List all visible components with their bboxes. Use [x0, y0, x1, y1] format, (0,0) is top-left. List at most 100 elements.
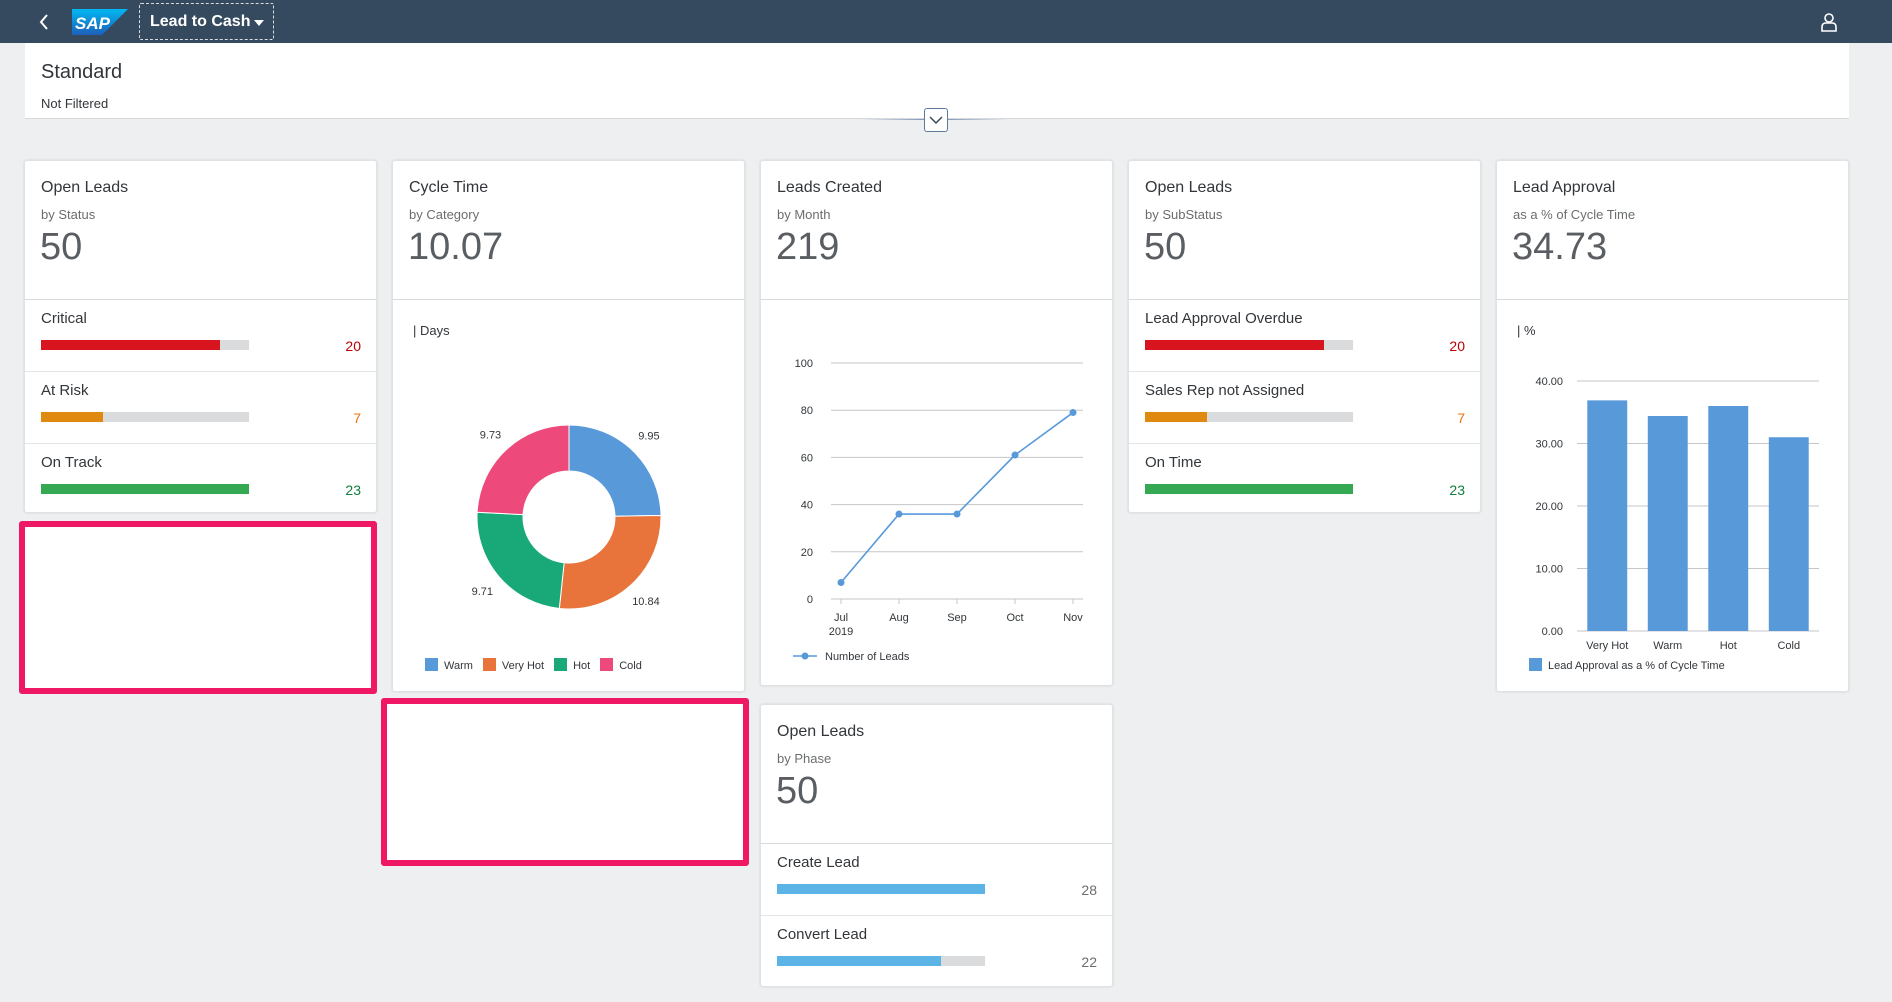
x-tick-label: Sep [947, 612, 967, 624]
x-tick-label: Aug [889, 612, 909, 624]
progress-track [777, 956, 985, 966]
card-title: Cycle Time [409, 179, 489, 196]
highlighted-empty-card[interactable] [19, 521, 377, 694]
card-divider [1497, 299, 1848, 300]
card-title: Open Leads [41, 179, 129, 196]
data-point [895, 510, 903, 518]
data-point [1069, 409, 1077, 417]
row-value: 23 [345, 482, 361, 498]
chart-unit: | Days [413, 323, 450, 338]
progress-fill [777, 884, 985, 894]
card-open-leads-substatus[interactable]: Open Leads by SubStatus 50 Lead Approval… [1128, 160, 1481, 513]
legend-label: Warm [444, 660, 473, 672]
progress-track [777, 884, 985, 894]
row-value: 22 [1081, 954, 1097, 970]
user-button[interactable] [1819, 12, 1839, 32]
shell-bar: SAP Lead to Cash [0, 0, 1892, 43]
legend-label: Number of Leads [825, 651, 910, 663]
filter-status: Not Filtered [41, 96, 109, 111]
progress-fill [41, 484, 249, 494]
card-subtitle: by Status [41, 207, 96, 222]
x-tick-label: Nov [1063, 612, 1083, 624]
bar-chart: 0.00 10.00 20.00 30.00 40.00 Very Hot Warm Hot C… [1535, 376, 1819, 652]
data-point [953, 510, 961, 518]
progress-fill [41, 412, 104, 422]
row-value: 28 [1081, 882, 1097, 898]
card-subtitle: by SubStatus [1145, 207, 1223, 222]
card-lead-approval[interactable]: Lead Approval as a % of Cycle Time 34.73… [1496, 160, 1849, 692]
card-title: Open Leads [1145, 179, 1233, 196]
legend-item[interactable]: Very Hot [482, 658, 544, 672]
chart-unit: | % [1517, 323, 1536, 338]
progress-fill [1145, 484, 1353, 494]
legend-label: Hot [573, 660, 591, 672]
highlighted-empty-card[interactable] [381, 698, 749, 866]
x-tick-label: Warm [1653, 640, 1682, 652]
progress-track [41, 484, 249, 494]
app-title: Lead to Cash [150, 13, 251, 30]
variant-title[interactable]: Standard [41, 61, 123, 83]
card-cycle-time[interactable]: Cycle Time by Category 10.07 | Days 9.95… [392, 160, 745, 692]
card-open-leads-status[interactable]: Open Leads by Status 50 Critical 20 At R… [24, 160, 377, 513]
data-label: 9.73 [480, 429, 501, 441]
row-label: Sales Rep not Assigned [1145, 382, 1305, 399]
data-label: 9.95 [638, 431, 659, 443]
back-icon [39, 14, 48, 30]
y-tick-label: 40 [801, 500, 813, 512]
back-button[interactable] [30, 6, 62, 36]
x-tick-label: Jul [834, 612, 848, 624]
legend-item[interactable]: Hot [554, 658, 590, 672]
card-kpi: 10.07 [408, 226, 504, 268]
list-item[interactable]: On Track 23 [25, 444, 376, 512]
legend-label: Lead Approval as a % of Cycle Time [1548, 660, 1725, 672]
row-label: Lead Approval Overdue [1145, 310, 1303, 327]
row-value: 23 [1449, 482, 1465, 498]
bar [1647, 416, 1688, 631]
card-kpi: 219 [776, 226, 840, 268]
donut-slice [476, 511, 565, 610]
row-value: 7 [1457, 410, 1465, 426]
list-item[interactable]: Critical 20 [25, 300, 376, 372]
list-item[interactable]: Convert Lead 22 [761, 916, 1112, 986]
bar [1708, 406, 1749, 631]
legend-item[interactable]: Lead Approval as a % of Cycle Time [1529, 658, 1725, 672]
progress-fill [777, 956, 942, 966]
chart-legend: Lead Approval as a % of Cycle Time [1529, 658, 1735, 672]
progress-track [1145, 340, 1353, 350]
row-value: 20 [345, 338, 361, 354]
legend-item[interactable]: Cold [600, 658, 642, 672]
row-label: Convert Lead [777, 926, 868, 943]
y-tick-label: 40.00 [1535, 376, 1563, 388]
series-line [840, 411, 1074, 583]
legend-swatch [600, 658, 614, 671]
legend-swatch [482, 658, 496, 671]
app-title-menu[interactable]: Lead to Cash [139, 3, 274, 40]
expand-header-button[interactable] [924, 108, 948, 132]
sap-logo[interactable]: SAP [72, 9, 128, 35]
y-tick-label: 60 [801, 452, 813, 464]
list-item[interactable]: On Time 23 [1129, 444, 1480, 512]
x-tick-label: Very Hot [1586, 640, 1628, 652]
row-label: On Track [41, 454, 102, 471]
legend-item[interactable]: Warm [425, 658, 473, 672]
card-divider [761, 843, 1112, 844]
card-title: Lead Approval [1513, 179, 1616, 196]
row-label: Create Lead [777, 854, 860, 871]
list-item[interactable]: Create Lead 28 [761, 844, 1112, 916]
row-label: At Risk [41, 382, 89, 399]
list-item[interactable]: Sales Rep not Assigned 7 [1129, 372, 1480, 444]
card-title: Leads Created [777, 179, 882, 196]
card-subtitle: by Phase [777, 751, 832, 766]
chart-legend: Warm Very Hot Hot Cold [425, 658, 652, 672]
progress-fill [1145, 340, 1324, 350]
y-tick-label: 10.00 [1535, 564, 1563, 576]
progress-track [41, 412, 249, 422]
card-divider [393, 299, 744, 300]
list-item[interactable]: At Risk 7 [25, 372, 376, 444]
card-open-leads-phase[interactable]: Open Leads by Phase 50 Create Lead 28 Co… [760, 704, 1113, 987]
list-item[interactable]: Lead Approval Overdue 20 [1129, 300, 1480, 372]
card-leads-created[interactable]: Leads Created by Month 219 0 20 40 60 80 100 J… [760, 160, 1113, 686]
x-tick-label: Cold [1777, 640, 1800, 652]
data-point [837, 578, 845, 586]
y-tick-label: 0 [807, 594, 813, 606]
